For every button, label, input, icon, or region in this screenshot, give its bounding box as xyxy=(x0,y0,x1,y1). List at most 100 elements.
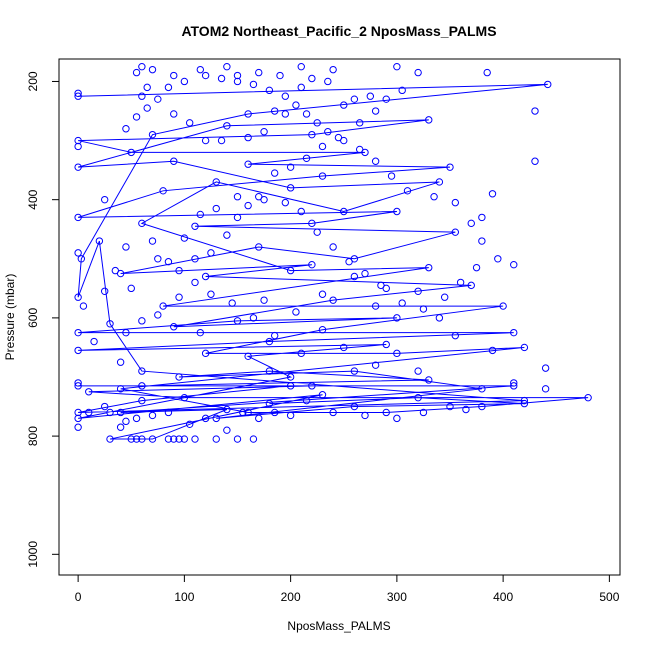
data-point xyxy=(132,414,141,423)
data-point xyxy=(127,284,135,293)
data-point xyxy=(233,435,242,443)
data-point xyxy=(510,382,518,390)
data-point xyxy=(249,435,258,443)
data-point xyxy=(313,119,321,127)
data-point xyxy=(223,405,231,414)
data-point xyxy=(223,426,231,434)
data-point xyxy=(255,68,263,77)
data-point xyxy=(435,178,444,186)
data-point xyxy=(122,243,130,251)
data-point xyxy=(541,385,550,393)
data-point xyxy=(255,414,263,423)
data-point xyxy=(329,65,337,74)
data-point xyxy=(329,408,337,417)
data-point xyxy=(265,337,274,346)
plot-frame xyxy=(58,58,621,576)
data-point xyxy=(74,142,82,151)
data-point xyxy=(191,255,199,263)
data-point xyxy=(270,169,279,177)
data-point xyxy=(138,219,146,228)
data-point xyxy=(106,408,114,417)
data-point xyxy=(100,402,109,411)
data-point xyxy=(77,255,86,263)
data-point xyxy=(462,405,470,414)
data-point xyxy=(116,358,125,366)
data-point xyxy=(74,293,82,301)
data-point xyxy=(100,287,109,295)
data-point xyxy=(302,110,311,118)
data-point xyxy=(138,92,146,100)
data-point xyxy=(90,337,98,346)
data-point xyxy=(286,373,295,381)
data-point xyxy=(191,435,199,443)
data-point xyxy=(207,290,215,298)
data-point xyxy=(398,299,406,307)
data-point xyxy=(281,110,290,118)
data-point xyxy=(159,302,167,310)
data-point xyxy=(185,420,194,428)
data-point xyxy=(329,243,337,251)
data-point xyxy=(170,157,178,165)
data-point xyxy=(398,86,406,95)
data-point xyxy=(138,317,146,325)
x-tick-label: 300 xyxy=(387,590,407,604)
data-point xyxy=(201,349,210,358)
data-point xyxy=(217,136,226,145)
data-point xyxy=(302,154,311,162)
data-point xyxy=(116,423,125,431)
data-point xyxy=(127,435,135,443)
data-point xyxy=(148,130,157,139)
data-point xyxy=(297,207,305,216)
data-point xyxy=(148,65,157,74)
data-point xyxy=(223,62,231,71)
data-point xyxy=(329,296,337,304)
y-tick-label: 1000 xyxy=(26,541,40,568)
chart-title: ATOM2 Northeast_Pacific_2 NposMass_PALMS xyxy=(181,23,496,39)
data-point xyxy=(281,198,290,207)
data-point xyxy=(191,222,199,230)
data-point xyxy=(164,435,173,443)
data-point xyxy=(393,207,401,216)
data-point xyxy=(371,107,380,115)
data-point xyxy=(138,396,146,405)
data-point xyxy=(132,113,141,121)
data-point xyxy=(175,373,183,381)
data-point xyxy=(127,148,135,157)
data-point xyxy=(371,361,380,369)
data-point xyxy=(74,163,82,171)
data-point xyxy=(249,80,258,89)
data-point xyxy=(154,311,162,319)
data-point xyxy=(228,299,236,307)
data-point xyxy=(233,317,242,325)
x-tick-label: 400 xyxy=(493,590,513,604)
data-point xyxy=(138,382,146,390)
data-point xyxy=(148,411,157,420)
data-point xyxy=(435,314,444,322)
data-point xyxy=(414,68,422,77)
data-point xyxy=(95,237,104,245)
data-point xyxy=(207,249,215,257)
data-point xyxy=(260,128,268,136)
data-point xyxy=(324,128,332,136)
data-point xyxy=(74,213,82,222)
data-point xyxy=(164,408,173,417)
data-point xyxy=(201,414,210,423)
data-point xyxy=(74,89,82,97)
data-point xyxy=(531,107,539,115)
x-tick-label: 0 xyxy=(75,590,82,604)
data-point xyxy=(297,62,305,71)
data-point xyxy=(170,110,178,118)
data-point xyxy=(164,83,173,92)
x-tick-label: 100 xyxy=(174,590,194,604)
x-axis-label: NposMass_PALMS xyxy=(287,619,390,633)
data-point xyxy=(122,125,130,133)
data-point xyxy=(74,346,82,355)
data-point xyxy=(164,258,173,266)
data-point xyxy=(340,343,348,352)
data-point xyxy=(371,157,380,165)
data-point xyxy=(74,414,82,423)
data-point xyxy=(414,367,422,375)
data-point xyxy=(308,260,316,269)
data-point xyxy=(510,328,518,337)
data-point xyxy=(318,290,327,298)
